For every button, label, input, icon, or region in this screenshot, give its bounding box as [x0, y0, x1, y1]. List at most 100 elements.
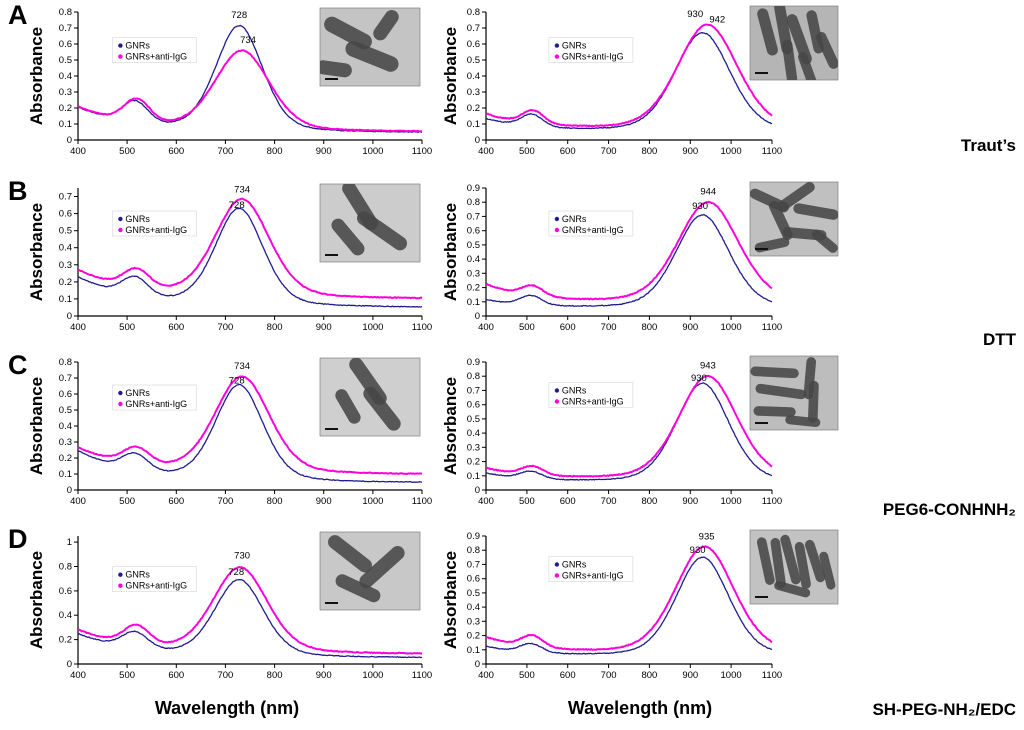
x-tick-label: 900 — [682, 670, 698, 681]
y-tick-label: 0.4 — [59, 610, 72, 621]
y-tick-label: 0.5 — [59, 55, 72, 66]
y-tick-label: 0.3 — [59, 437, 72, 448]
legend-marker-anti — [118, 54, 123, 59]
y-axis-label: Absorbance — [27, 203, 46, 301]
x-tick-label: 800 — [641, 496, 657, 507]
x-tick-label: 700 — [601, 322, 617, 333]
y-tick-label: 0.6 — [59, 39, 72, 50]
y-tick-label: 0.6 — [467, 39, 480, 50]
peak-label: 728 — [231, 10, 247, 21]
x-tick-label: 1100 — [762, 670, 782, 681]
y-tick-label: 0.5 — [59, 226, 72, 237]
nanorod-shape — [345, 41, 399, 72]
x-tick-label: 700 — [601, 146, 617, 157]
nanorod-shape — [356, 211, 408, 251]
x-tick-label: 500 — [119, 322, 135, 333]
tem-inset-image — [749, 181, 839, 257]
y-axis-label: Absorbance — [27, 551, 46, 649]
series-gnrs — [485, 32, 772, 130]
x-tick-label: 500 — [519, 670, 535, 681]
x-tick-label: 800 — [267, 496, 283, 507]
y-tick-label: 0.8 — [467, 371, 480, 382]
nanorod-shape — [816, 31, 838, 69]
y-tick-label: 0.1 — [467, 119, 480, 130]
y-tick-label: 0.8 — [59, 7, 72, 18]
x-tick-label: 500 — [119, 670, 135, 681]
peak-label: 930 — [690, 545, 706, 556]
legend-marker-gnrs — [554, 388, 560, 393]
panel-letter-a: A — [8, 0, 28, 30]
legend-label: GNRs+anti-IgG — [125, 52, 187, 62]
legend-marker-gnrs — [118, 390, 123, 396]
x-tick-label: 1100 — [412, 670, 432, 681]
nanorod-shape — [798, 52, 817, 80]
y-tick-label: 0.5 — [467, 55, 480, 66]
y-tick-label: 0.1 — [467, 297, 480, 308]
legend-label: GNRs — [125, 388, 150, 398]
y-tick-label: 0.6 — [467, 574, 480, 585]
legend-label: GNRs — [562, 386, 587, 396]
spectrum-panel-c-right: 400 500 600 700 800 900 1000 1100 0 0.1 0.2 0.3 0.4 0… — [441, 355, 839, 507]
peak-label: 734 — [240, 35, 256, 46]
legend-marker-gnrs — [118, 216, 123, 222]
y-tick-label: 0.3 — [59, 87, 72, 98]
x-tick-label: 700 — [601, 670, 617, 681]
x-tick-label: 400 — [70, 496, 86, 507]
x-tick-label: 500 — [519, 496, 535, 507]
series-gnrs — [485, 382, 773, 481]
legend-marker-gnrs — [118, 572, 123, 577]
x-tick-label: 600 — [560, 322, 576, 333]
nanorod-shape — [328, 535, 372, 573]
nanorod-shape — [794, 541, 811, 589]
scale-bar — [325, 602, 338, 604]
y-tick-label: 0 — [475, 659, 480, 670]
legend-label: GNRs — [562, 41, 587, 51]
y-tick-label: 0 — [67, 485, 72, 496]
y-tick-label: 0.8 — [59, 562, 72, 573]
series-gnrs — [77, 383, 423, 483]
x-tick-label: 600 — [560, 146, 576, 157]
x-tick-label: 500 — [119, 496, 135, 507]
x-tick-label: 400 — [70, 322, 86, 333]
x-tick-label: 700 — [217, 322, 233, 333]
y-tick-label: 0.9 — [467, 531, 480, 542]
x-tick-label: 600 — [560, 670, 576, 681]
y-tick-label: 0.7 — [59, 192, 72, 203]
x-tick-label: 400 — [478, 146, 494, 157]
x-tick-label: 900 — [316, 322, 332, 333]
y-tick-label: 0.3 — [59, 260, 72, 271]
legend-label: GNRs+anti-IgG — [562, 397, 624, 407]
x-tick-label: 1100 — [412, 146, 432, 157]
y-tick-label: 0.3 — [467, 268, 480, 279]
y-axis-label: Absorbance — [441, 27, 460, 125]
nanorod-shape — [793, 203, 838, 220]
peak-label: 935 — [699, 531, 715, 542]
nanorod-shape — [331, 218, 365, 256]
y-tick-label: 0.5 — [467, 588, 480, 599]
peak-label: 944 — [700, 187, 716, 198]
y-tick-label: 0 — [475, 311, 480, 322]
peak-label: 728 — [228, 567, 244, 578]
x-axis-title-right: Wavelength (nm) — [567, 698, 713, 718]
legend-label: GNRs — [125, 214, 150, 224]
legend-marker-anti — [554, 399, 560, 404]
x-tick-label: 500 — [119, 146, 135, 157]
y-tick-label: 0.2 — [59, 635, 72, 646]
y-tick-label: 0.7 — [467, 23, 480, 34]
y-tick-label: 0.5 — [59, 405, 72, 416]
y-tick-label: 0.2 — [467, 457, 480, 468]
x-tick-label: 800 — [267, 146, 283, 157]
nanorod-shape — [373, 10, 399, 41]
nanorod-shape — [785, 415, 821, 427]
y-tick-label: 0.9 — [467, 183, 480, 194]
peak-label: 728 — [229, 200, 245, 211]
y-tick-label: 0.2 — [467, 283, 480, 294]
y-axis-label: Absorbance — [441, 203, 460, 301]
nanorod-shape — [335, 574, 381, 603]
tem-inset-image — [319, 531, 421, 611]
peak-label: 930 — [691, 373, 707, 384]
